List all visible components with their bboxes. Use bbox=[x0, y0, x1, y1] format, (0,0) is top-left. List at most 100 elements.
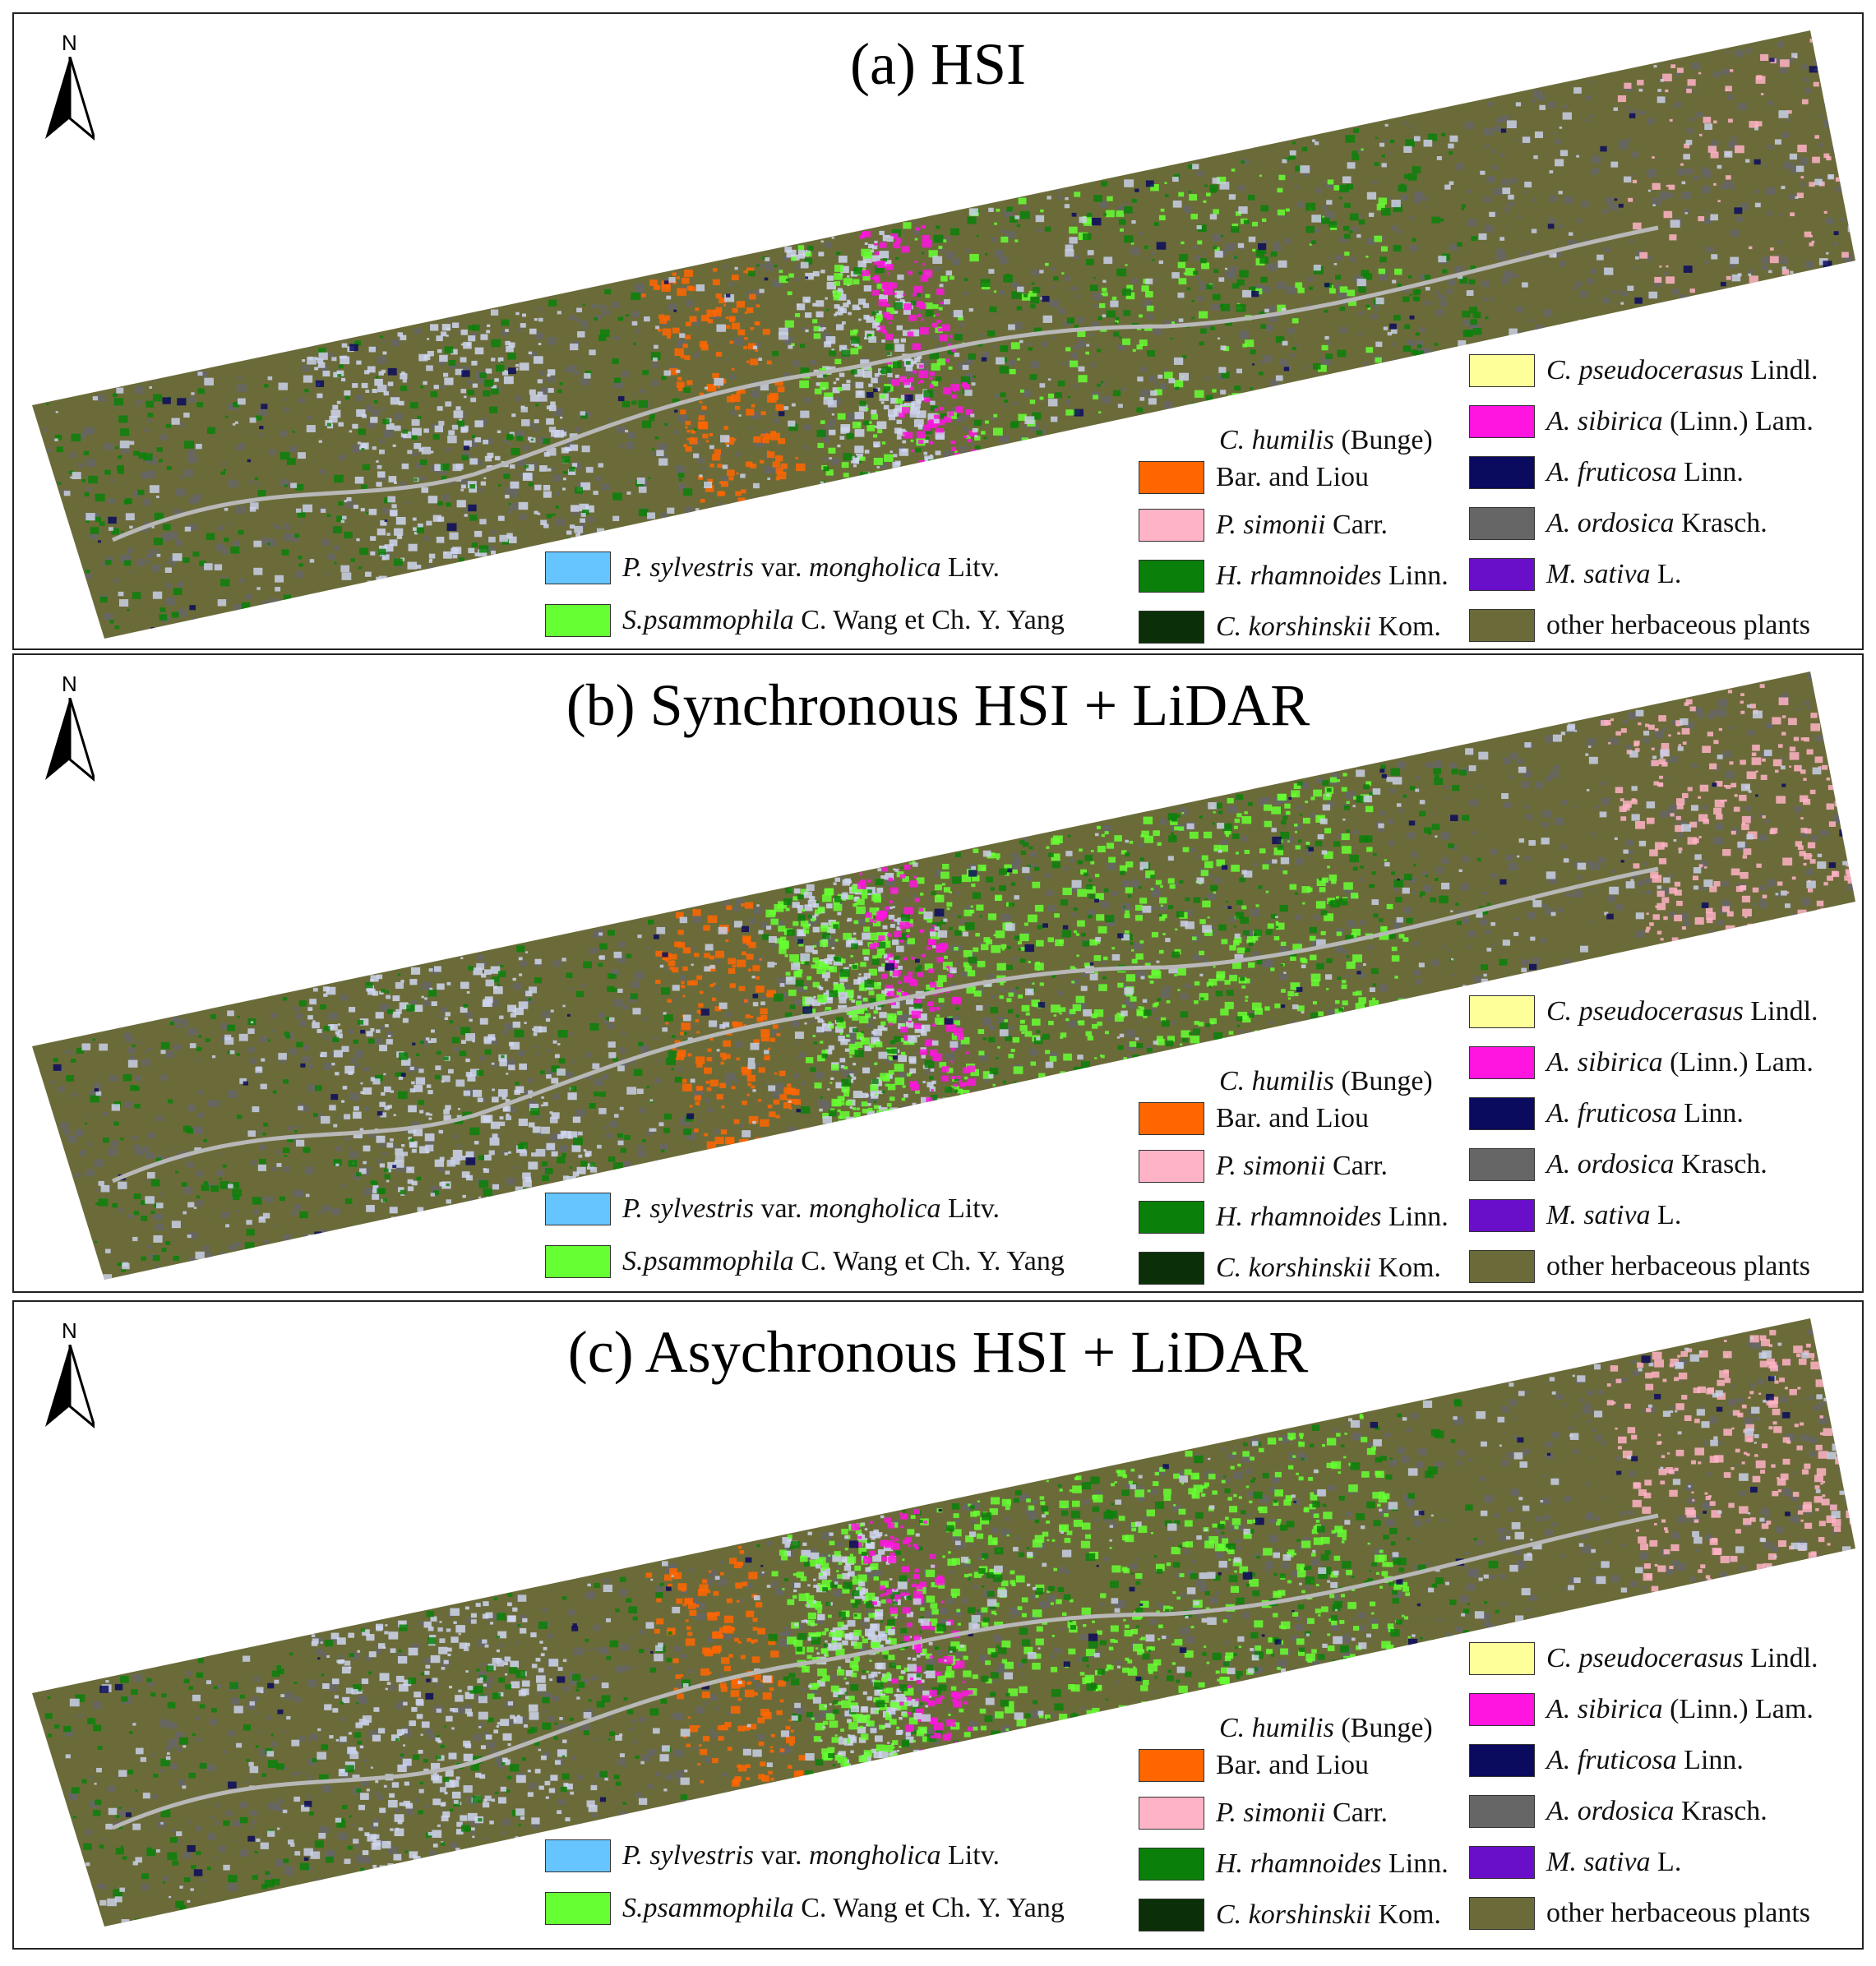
map-pixel bbox=[1590, 268, 1597, 275]
map-pixel bbox=[1471, 236, 1477, 242]
map-pixel bbox=[1074, 930, 1078, 934]
map-pixel bbox=[1100, 901, 1110, 909]
map-pixel bbox=[1302, 817, 1310, 824]
map-pixel bbox=[437, 983, 445, 990]
map-pixel bbox=[748, 1115, 759, 1124]
map-pixel bbox=[1610, 161, 1619, 168]
map-pixel bbox=[681, 1022, 691, 1031]
map-pixel bbox=[1799, 157, 1809, 165]
map-pixel bbox=[1590, 168, 1597, 175]
map-pixel bbox=[529, 395, 539, 402]
map-pixel bbox=[974, 435, 978, 438]
map-pixel bbox=[409, 1142, 416, 1148]
map-pixel bbox=[731, 367, 735, 371]
map-pixel bbox=[866, 424, 876, 432]
map-pixel bbox=[1199, 993, 1208, 1001]
map-pixel bbox=[1344, 202, 1351, 208]
map-pixel bbox=[675, 465, 686, 473]
map-pixel bbox=[739, 1124, 744, 1128]
map-pixel bbox=[843, 933, 853, 940]
map-pixel bbox=[1107, 196, 1113, 201]
map-pixel bbox=[539, 387, 549, 395]
map-pixel bbox=[1163, 368, 1168, 372]
map-pixel bbox=[307, 1015, 313, 1020]
map-pixel bbox=[187, 455, 197, 464]
map-pixel bbox=[880, 948, 885, 951]
map-pixel bbox=[1769, 58, 1775, 62]
map-pixel bbox=[803, 445, 808, 450]
map-pixel bbox=[1562, 112, 1572, 120]
map-pixel bbox=[394, 1160, 404, 1168]
map-pixel bbox=[847, 894, 854, 900]
map-pixel bbox=[613, 377, 621, 384]
map-pixel bbox=[1556, 907, 1564, 913]
map-pixel bbox=[1652, 156, 1655, 159]
map-pixel bbox=[396, 534, 403, 539]
map-pixel bbox=[1009, 216, 1018, 223]
map-pixel bbox=[1139, 314, 1143, 318]
map-pixel bbox=[817, 1055, 825, 1062]
map-pixel bbox=[547, 1049, 552, 1052]
map-pixel bbox=[1051, 267, 1056, 271]
map-pixel bbox=[1019, 389, 1024, 393]
map-pixel bbox=[768, 1111, 776, 1118]
map-pixel bbox=[1243, 219, 1250, 224]
map-pixel bbox=[1346, 791, 1355, 799]
map-pixel bbox=[1236, 947, 1245, 954]
map-pixel bbox=[998, 290, 1005, 296]
map-pixel bbox=[664, 422, 668, 427]
map-pixel bbox=[811, 964, 816, 969]
map-pixel bbox=[90, 527, 99, 534]
map-pixel bbox=[1102, 382, 1106, 385]
map-pixel bbox=[936, 225, 940, 229]
map-pixel bbox=[562, 478, 566, 481]
map-pixel bbox=[992, 427, 1003, 436]
map-pixel bbox=[1111, 296, 1117, 301]
map-pixel bbox=[913, 293, 917, 297]
map-pixel bbox=[437, 1167, 443, 1172]
map-pixel bbox=[1379, 810, 1386, 816]
map-pixel bbox=[1196, 170, 1204, 177]
map-pixel bbox=[936, 1014, 940, 1018]
map-pixel bbox=[836, 480, 843, 487]
map-pixel bbox=[843, 278, 853, 285]
map-pixel bbox=[468, 504, 477, 512]
map-pixel bbox=[686, 438, 690, 441]
map-pixel bbox=[469, 1198, 474, 1201]
map-pixel bbox=[557, 1133, 564, 1139]
map-pixel bbox=[954, 353, 960, 358]
map-pixel bbox=[912, 343, 921, 350]
map-pixel bbox=[1295, 282, 1303, 288]
map-pixel bbox=[824, 958, 833, 965]
map-pixel bbox=[183, 557, 190, 563]
map-pixel bbox=[1076, 954, 1079, 958]
map-pixel bbox=[772, 461, 780, 468]
map-pixel bbox=[1702, 170, 1712, 178]
map-pixel bbox=[829, 966, 838, 973]
map-pixel bbox=[1767, 879, 1777, 887]
map-pixel bbox=[1242, 289, 1252, 298]
map-pixel bbox=[658, 458, 668, 466]
map-pixel bbox=[829, 418, 835, 424]
map-pixel bbox=[788, 990, 797, 996]
map-pixel bbox=[169, 1148, 172, 1151]
map-pixel bbox=[879, 1012, 887, 1018]
map-pixel bbox=[726, 445, 729, 447]
map-pixel bbox=[1021, 437, 1029, 444]
map-pixel bbox=[317, 393, 323, 399]
map-pixel bbox=[889, 321, 892, 324]
map-pixel bbox=[798, 253, 806, 259]
map-pixel bbox=[1668, 874, 1674, 878]
map-pixel bbox=[1194, 255, 1201, 261]
map-pixel bbox=[89, 1090, 96, 1096]
map-pixel bbox=[487, 452, 494, 459]
map-pixel bbox=[518, 1118, 529, 1126]
map-pixel bbox=[692, 916, 702, 923]
map-pixel bbox=[887, 1083, 896, 1091]
map-pixel bbox=[807, 245, 814, 251]
map-pixel bbox=[1659, 265, 1662, 268]
map-pixel bbox=[1252, 248, 1256, 252]
map-pixel bbox=[471, 360, 478, 366]
map-pixel bbox=[1638, 88, 1643, 92]
map-pixel bbox=[386, 1142, 394, 1148]
